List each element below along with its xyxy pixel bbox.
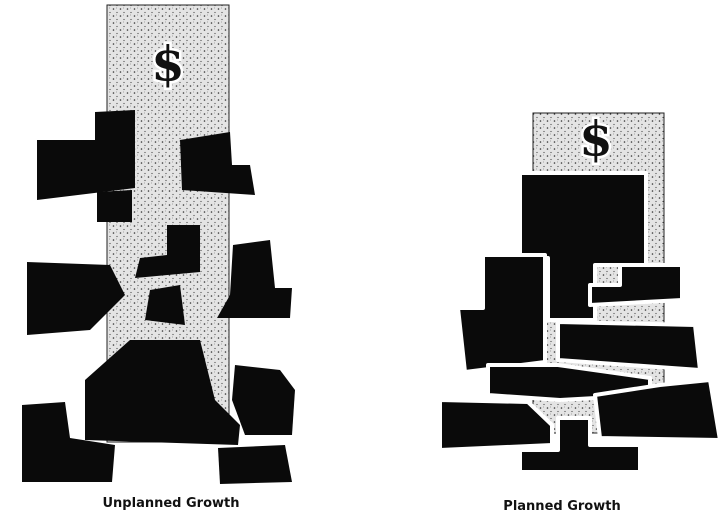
building-block xyxy=(145,285,185,325)
building-block xyxy=(558,322,700,370)
unplanned-figure: $ Unplanned Growth xyxy=(22,5,295,511)
caption: Planned Growth xyxy=(503,499,620,514)
page: $ Unplanned Growth $ xyxy=(0,0,726,518)
building-block xyxy=(458,255,545,372)
dollar-sign: $ xyxy=(579,112,612,168)
dollar-sign: $ xyxy=(151,37,184,93)
building-block xyxy=(232,365,295,435)
buildings xyxy=(440,173,720,472)
caption: Unplanned Growth xyxy=(103,496,240,511)
planned-figure: $ Planned Growth xyxy=(440,112,720,515)
building-block xyxy=(180,132,255,195)
building-block xyxy=(37,110,135,200)
building-block xyxy=(218,445,292,484)
building-block xyxy=(440,400,552,450)
building-block xyxy=(97,190,132,222)
illustration: $ Unplanned Growth $ xyxy=(0,0,726,518)
